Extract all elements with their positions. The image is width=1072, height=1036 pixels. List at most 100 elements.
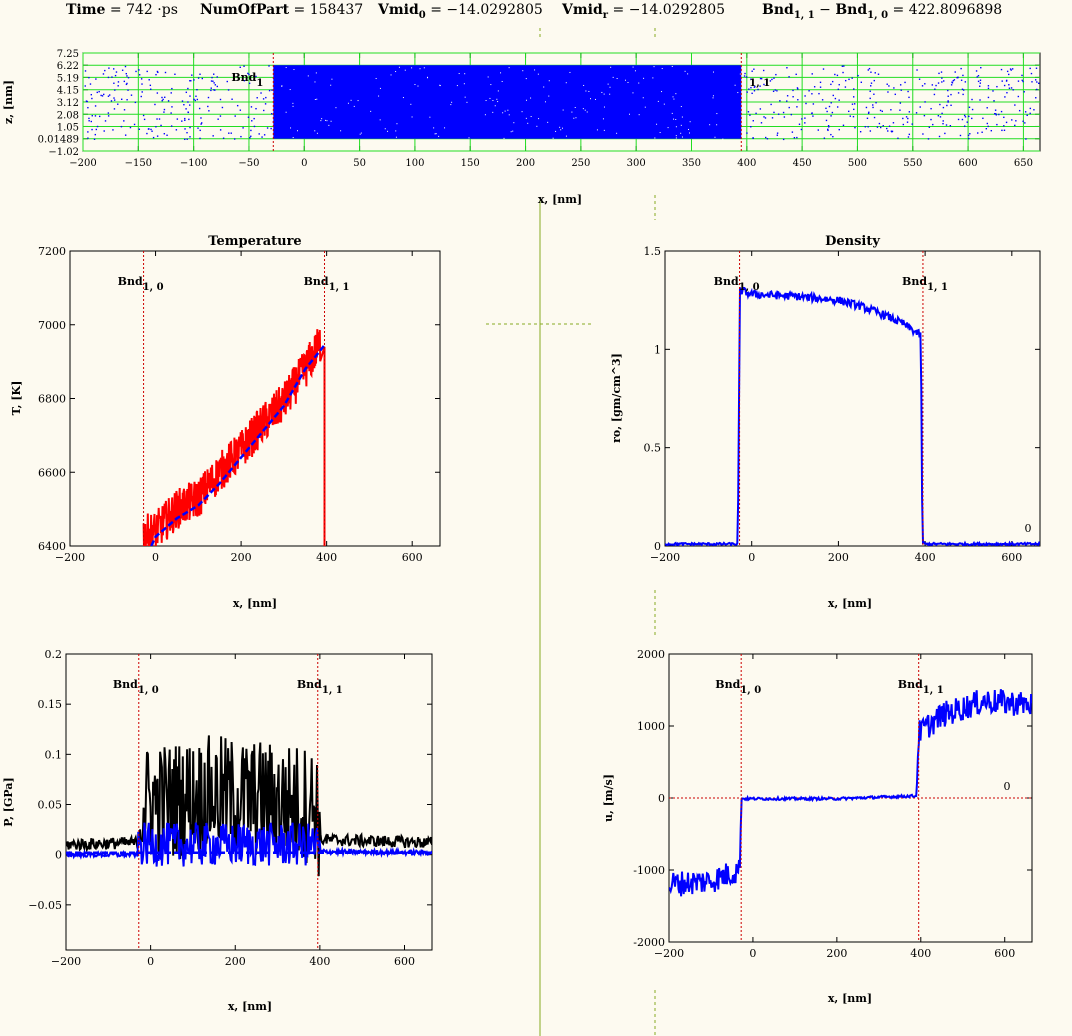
void-point	[370, 110, 372, 112]
particle-point	[817, 129, 819, 131]
particle-point	[1035, 67, 1038, 69]
particle-point	[216, 85, 218, 88]
particles-xtick-label: 50	[353, 158, 366, 169]
temperature-plot-area	[142, 329, 326, 546]
particle-point	[1022, 80, 1024, 83]
particle-point	[189, 104, 191, 106]
particle-point	[763, 116, 765, 118]
void-point	[612, 76, 614, 78]
velocity-xtick-label: 0	[749, 947, 756, 960]
vmid0-readout: Vmid0 = −14.0292805	[378, 2, 543, 21]
particle-point	[113, 68, 115, 70]
particle-point	[107, 112, 110, 114]
particle-point	[812, 103, 815, 105]
particle-point	[1030, 72, 1033, 75]
particle-point	[1025, 138, 1027, 140]
void-point	[411, 116, 413, 118]
density-xtick-label: 400	[915, 551, 936, 564]
particle-point	[256, 97, 258, 99]
density-xtick-label: 200	[828, 551, 849, 564]
velocity-series-0	[669, 689, 1032, 897]
void-point	[378, 95, 380, 97]
void-point	[714, 136, 716, 138]
temperature-xtick-label: −200	[55, 551, 85, 564]
particle-point	[770, 103, 772, 106]
particle-point	[959, 134, 962, 137]
particle-point	[113, 99, 116, 101]
particle-point	[147, 128, 150, 130]
particle-point	[98, 90, 100, 93]
particle-point	[905, 116, 908, 118]
particle-point	[214, 89, 216, 91]
particle-point	[798, 123, 801, 125]
particle-point	[907, 90, 909, 93]
particle-point	[976, 76, 978, 78]
particle-point	[191, 74, 193, 76]
particle-point	[113, 108, 116, 110]
density-ytick-label: 0.5	[644, 442, 662, 455]
particles-xtick-label: 550	[903, 158, 922, 169]
particles-ytick-label: 5.19	[57, 73, 79, 84]
void-point	[485, 100, 487, 102]
particle-point	[96, 125, 99, 128]
particle-point	[930, 118, 932, 121]
void-point	[458, 73, 460, 75]
particle-point	[918, 78, 921, 80]
particle-point	[151, 130, 153, 132]
particle-point	[773, 77, 775, 79]
particle-point	[960, 79, 963, 81]
particle-point	[867, 126, 869, 128]
particle-point	[102, 73, 105, 75]
particle-point	[87, 137, 89, 139]
particle-point	[176, 118, 179, 120]
particle-point	[811, 112, 813, 114]
void-point	[602, 118, 604, 120]
pressure-plot-area	[66, 735, 432, 877]
particle-point	[189, 136, 191, 138]
particle-point	[250, 106, 253, 108]
particle-point	[851, 103, 854, 105]
void-point	[610, 66, 612, 68]
particle-point	[827, 128, 829, 131]
particle-point	[765, 136, 767, 139]
void-point	[739, 73, 741, 75]
particle-point	[853, 103, 856, 105]
particle-point	[184, 138, 186, 141]
void-point	[569, 71, 571, 73]
particles-xtick-label: 450	[793, 158, 812, 169]
particle-point	[977, 132, 979, 134]
particle-point	[237, 75, 239, 77]
particle-point	[146, 132, 148, 135]
particle-point	[212, 135, 214, 137]
particles-ytick-label: 0.01489	[38, 135, 79, 146]
particle-point	[253, 125, 256, 128]
particle-point	[751, 92, 753, 95]
temperature-ytick-label: 6800	[38, 393, 66, 406]
particle-point	[115, 71, 118, 73]
void-point	[314, 81, 316, 83]
particle-point	[773, 111, 775, 114]
temperature-plot-frame	[69, 250, 441, 547]
void-point	[410, 103, 412, 105]
particle-point	[249, 137, 251, 139]
particle-point	[930, 107, 932, 110]
particle-point	[201, 122, 203, 124]
particle-point	[1037, 82, 1040, 84]
particle-point	[870, 82, 873, 84]
void-point	[688, 132, 690, 134]
particle-point	[143, 118, 146, 121]
particle-point	[138, 69, 140, 71]
void-point	[681, 136, 683, 138]
particle-point	[87, 106, 89, 109]
void-point	[360, 132, 362, 134]
void-point	[292, 137, 294, 139]
void-point	[537, 73, 539, 75]
particle-point	[156, 70, 159, 73]
particle-point	[805, 102, 807, 105]
particle-point	[968, 106, 971, 108]
density-zero-label: 0	[1025, 522, 1032, 535]
particle-point	[1024, 122, 1026, 124]
particle-point	[795, 73, 797, 76]
void-point	[628, 113, 630, 115]
void-point	[525, 99, 527, 101]
